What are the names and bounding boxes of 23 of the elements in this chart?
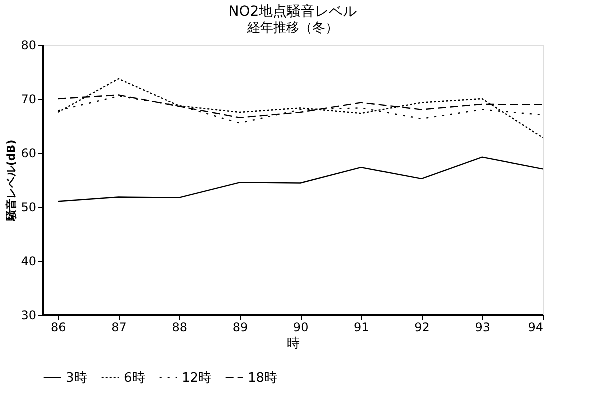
legend-label: 12時 bbox=[182, 370, 212, 386]
legend-label: 6時 bbox=[124, 370, 146, 386]
x-tick-label: 93 bbox=[475, 320, 491, 334]
y-tick-label: 80 bbox=[21, 38, 36, 52]
x-tick-label: 87 bbox=[112, 320, 127, 334]
x-tick-label: 94 bbox=[528, 320, 544, 334]
legend-label: 3時 bbox=[66, 370, 88, 386]
x-tick-label: 86 bbox=[51, 320, 66, 334]
chart-title: NO2地点騒音レベル bbox=[228, 4, 358, 20]
x-tick-label: 89 bbox=[232, 320, 248, 334]
chart-subtitle: 経年推移（冬） bbox=[246, 21, 338, 36]
x-tick-label: 88 bbox=[172, 320, 188, 334]
y-tick-label: 50 bbox=[21, 200, 36, 214]
x-tick-label: 91 bbox=[354, 320, 370, 334]
y-tick-label: 30 bbox=[21, 308, 36, 322]
legend-label: 18時 bbox=[248, 370, 278, 386]
y-axis-title: 騒音レベル(dB) bbox=[5, 140, 18, 222]
y-tick-label: 60 bbox=[21, 146, 36, 160]
x-axis-title: 時 bbox=[287, 336, 300, 352]
y-tick-label: 70 bbox=[21, 92, 36, 106]
x-tick-label: 92 bbox=[414, 320, 430, 334]
y-tick-label: 40 bbox=[21, 254, 36, 268]
x-tick-label: 90 bbox=[293, 320, 309, 334]
